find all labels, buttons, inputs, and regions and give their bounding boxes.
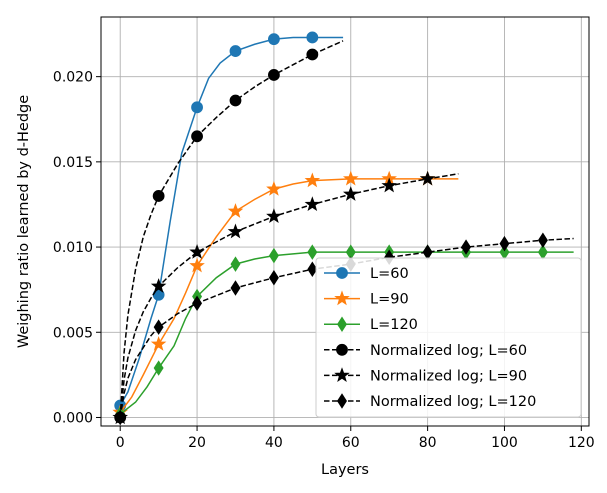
series-point	[153, 360, 164, 376]
legend-label: Normalized log; L=90	[370, 368, 527, 384]
y-tick-label: 0.000	[53, 410, 93, 426]
series-point	[307, 261, 318, 277]
x-tick-label: 120	[568, 435, 595, 451]
y-tick-label: 0.020	[53, 70, 93, 86]
legend-marker	[336, 267, 348, 279]
y-tick-label: 0.005	[53, 325, 93, 341]
legend-marker	[337, 316, 347, 332]
x-tick-label: 40	[265, 435, 283, 451]
legend-label: Normalized log; L=60	[370, 343, 527, 359]
y-tick-label: 0.010	[53, 240, 93, 256]
x-tick-label: 20	[188, 435, 206, 451]
y-axis-label: Weighing ratio learned by d-Hedge	[16, 95, 32, 348]
series-point	[343, 170, 359, 186]
series-6	[115, 232, 574, 426]
legend-marker	[336, 343, 348, 356]
legend-marker	[337, 393, 347, 409]
series-point	[268, 69, 280, 81]
x-axis-label: Layers	[321, 462, 369, 478]
ticks: 0 20 40 60 80 100 120 0.000 0.005 0.010 0.015 0.020	[53, 70, 595, 451]
series-point	[153, 319, 164, 335]
series-point	[229, 45, 242, 57]
series-point	[537, 232, 548, 248]
legend-item: Normalized log; L=120	[324, 393, 536, 410]
series-point	[343, 186, 359, 201]
legend-box	[315, 257, 582, 418]
legend-item: Normalized log; L=60	[324, 343, 527, 359]
legend-marker	[334, 367, 350, 383]
x-tick-label: 80	[419, 435, 437, 451]
legend-marker	[334, 290, 350, 306]
series-point	[266, 180, 282, 196]
axes-frame	[100, 16, 590, 427]
series-point	[307, 244, 318, 260]
series-point	[461, 239, 472, 255]
series-4	[114, 40, 344, 424]
series-point	[499, 235, 510, 252]
y-tick-label: 0.015	[53, 155, 93, 171]
series-point	[192, 295, 203, 312]
series-point	[150, 336, 167, 351]
series-point	[191, 101, 203, 114]
series-point	[115, 409, 126, 426]
series-point	[306, 48, 319, 61]
series-1	[114, 31, 344, 412]
legend-label: Normalized log; L=120	[370, 394, 536, 410]
series-point	[227, 203, 244, 218]
legend-item: L=120	[324, 316, 418, 333]
series-point	[150, 278, 167, 293]
series-point	[419, 170, 436, 186]
series-point	[230, 280, 241, 296]
x-tick-label: 0	[116, 435, 125, 451]
series-point	[266, 208, 282, 223]
series-point	[152, 190, 165, 202]
series-point	[268, 33, 280, 46]
legend-item: L=90	[324, 290, 409, 308]
series-point	[304, 172, 321, 188]
legend-item: Normalized log; L=90	[324, 367, 527, 384]
series-line	[119, 173, 459, 418]
legend-label: L=60	[370, 266, 409, 282]
x-tick-label: 100	[491, 435, 518, 451]
series-point	[381, 177, 397, 193]
series-point	[189, 244, 205, 259]
legend-label: L=120	[370, 317, 418, 333]
plot-area	[112, 31, 574, 426]
series-point	[191, 130, 203, 143]
legend-label: L=90	[370, 292, 409, 308]
series-line	[119, 36, 344, 406]
series-point	[304, 196, 321, 212]
legend: L=60 L=90 L=120 Normalized log; L=60 Normali…	[315, 257, 582, 418]
series-point	[229, 94, 242, 107]
series-point	[230, 256, 241, 272]
series-point	[268, 247, 279, 264]
x-tick-label: 60	[342, 435, 360, 451]
series-point	[189, 257, 205, 273]
series-point	[268, 269, 279, 286]
series-point	[227, 223, 244, 239]
legend-item: L=60	[324, 266, 409, 282]
series-point	[306, 31, 319, 44]
